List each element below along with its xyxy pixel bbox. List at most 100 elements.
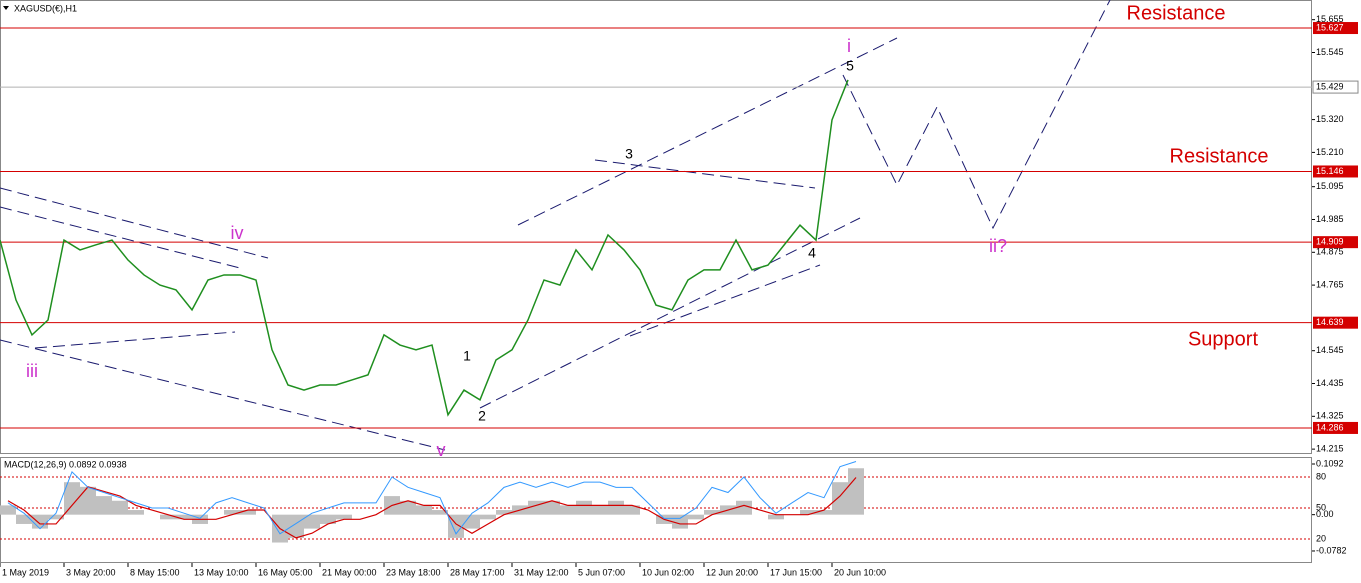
macd-bar [608, 500, 624, 515]
level-label: 14.286 [1316, 422, 1344, 432]
zone-label: Resistance [1170, 145, 1269, 167]
macd-bar [112, 500, 128, 515]
macd-bar [320, 514, 336, 524]
macd-label: MACD(12,26,9) 0.0892 0.0938 [4, 459, 127, 469]
y-tick-label: 14.435 [1316, 378, 1344, 388]
channel-line [479, 217, 861, 409]
wedge-line [34, 331, 236, 349]
macd-bar [480, 514, 496, 520]
y-tick-label: 14.215 [1316, 443, 1344, 453]
macd-tick-label: -0.0782 [1316, 545, 1347, 555]
triangle-line [594, 159, 816, 189]
projection-path [842, 0, 1111, 230]
x-tick-label: 20 Jun 10:00 [834, 567, 886, 577]
y-tick-label: 15.095 [1316, 181, 1344, 191]
macd-bar [448, 514, 464, 538]
macd-bar [560, 505, 576, 515]
y-tick-label: 15.545 [1316, 47, 1344, 57]
y-tick-label: 15.655 [1316, 14, 1344, 24]
macd-bar [336, 514, 352, 520]
x-tick-label: 10 Jun 02:00 [642, 567, 694, 577]
macd-bar [64, 482, 80, 515]
macd-bar [672, 514, 688, 529]
y-tick-label: 14.325 [1316, 411, 1344, 421]
y2-tick-label: 80 [1316, 471, 1326, 481]
level-label: 14.909 [1316, 237, 1344, 247]
chart-title: XAGUSD(€),H1 [14, 3, 77, 13]
channel-line [629, 264, 821, 337]
oscillator-line [7, 461, 857, 535]
macd-bar [528, 500, 544, 515]
price-line [0, 79, 849, 417]
macd-bar [576, 500, 592, 515]
level-tag [1313, 421, 1358, 434]
channel-line [517, 37, 898, 226]
x-tick-label: 13 May 10:00 [194, 567, 249, 577]
wedge-line [0, 339, 446, 451]
y2-tick-label: 20 [1316, 533, 1326, 543]
macd-bar [496, 510, 512, 515]
x-tick-label: 17 Jun 15:00 [770, 567, 822, 577]
macd-bar [848, 468, 864, 515]
macd-bar [816, 510, 832, 515]
y-tick-label: 15.210 [1316, 147, 1344, 157]
macd-bar [128, 510, 144, 515]
x-tick-label: 5 Jun 07:00 [578, 567, 625, 577]
macd-bar [160, 514, 176, 520]
macd-bar [80, 486, 96, 515]
macd-bar [688, 514, 704, 520]
macd-bar [96, 496, 112, 515]
x-tick-label: 1 May 2019 [2, 567, 49, 577]
wave-label: 5 [846, 58, 854, 74]
x-tick-label: 21 May 00:00 [322, 567, 377, 577]
macd-bar [304, 514, 320, 529]
x-tick-label: 12 Jun 20:00 [706, 567, 758, 577]
y2-tick-label: 50 [1316, 502, 1326, 512]
level-tag [1313, 165, 1358, 178]
level-tag [1313, 236, 1358, 249]
macd-tick-label: 0.00 [1316, 509, 1334, 519]
wave-label: 2 [478, 408, 486, 424]
y-tick-label: 14.765 [1316, 279, 1344, 289]
macd-tick-label: 0.1092 [1316, 458, 1344, 468]
macd-bar [464, 514, 480, 529]
zone-label: Resistance [1127, 2, 1226, 24]
wave-label: iv [231, 223, 244, 243]
x-tick-label: 28 May 17:00 [450, 567, 505, 577]
macd-bar [16, 514, 32, 524]
macd-bar [736, 500, 752, 515]
macd-bar [704, 510, 720, 515]
macd-signal [7, 477, 857, 539]
zone-label: Support [1188, 328, 1258, 350]
wave-label: 3 [625, 146, 633, 162]
macd-bar [176, 514, 192, 520]
macd-bar [800, 510, 816, 515]
y-tick-label: 15.320 [1316, 114, 1344, 124]
x-tick-label: 31 May 12:00 [514, 567, 569, 577]
x-tick-label: 16 May 05:00 [258, 567, 313, 577]
level-tag [1313, 316, 1358, 329]
macd-bar [832, 482, 848, 515]
macd-bar [432, 510, 448, 515]
level-label: 14.639 [1316, 317, 1344, 327]
wave-label: 4 [808, 245, 816, 261]
wave-label: v [437, 440, 446, 460]
current-price-label: 15.429 [1316, 81, 1344, 91]
macd-bar [48, 514, 64, 520]
level-tag [1313, 22, 1358, 35]
y-tick-label: 14.985 [1316, 214, 1344, 224]
macd-bar [224, 510, 240, 515]
macd-bar [768, 514, 784, 520]
macd-bar [0, 505, 16, 515]
macd-bar [592, 505, 608, 515]
macd-bar [240, 510, 256, 515]
wave-label: ii? [989, 236, 1007, 256]
main-panel-frame [0, 0, 1312, 454]
wedge-line [0, 187, 269, 259]
macd-bar [400, 500, 416, 515]
y-tick-label: 14.875 [1316, 247, 1344, 257]
wedge-line [0, 206, 241, 269]
y-tick-label: 14.545 [1316, 345, 1344, 355]
macd-bar [416, 505, 432, 515]
